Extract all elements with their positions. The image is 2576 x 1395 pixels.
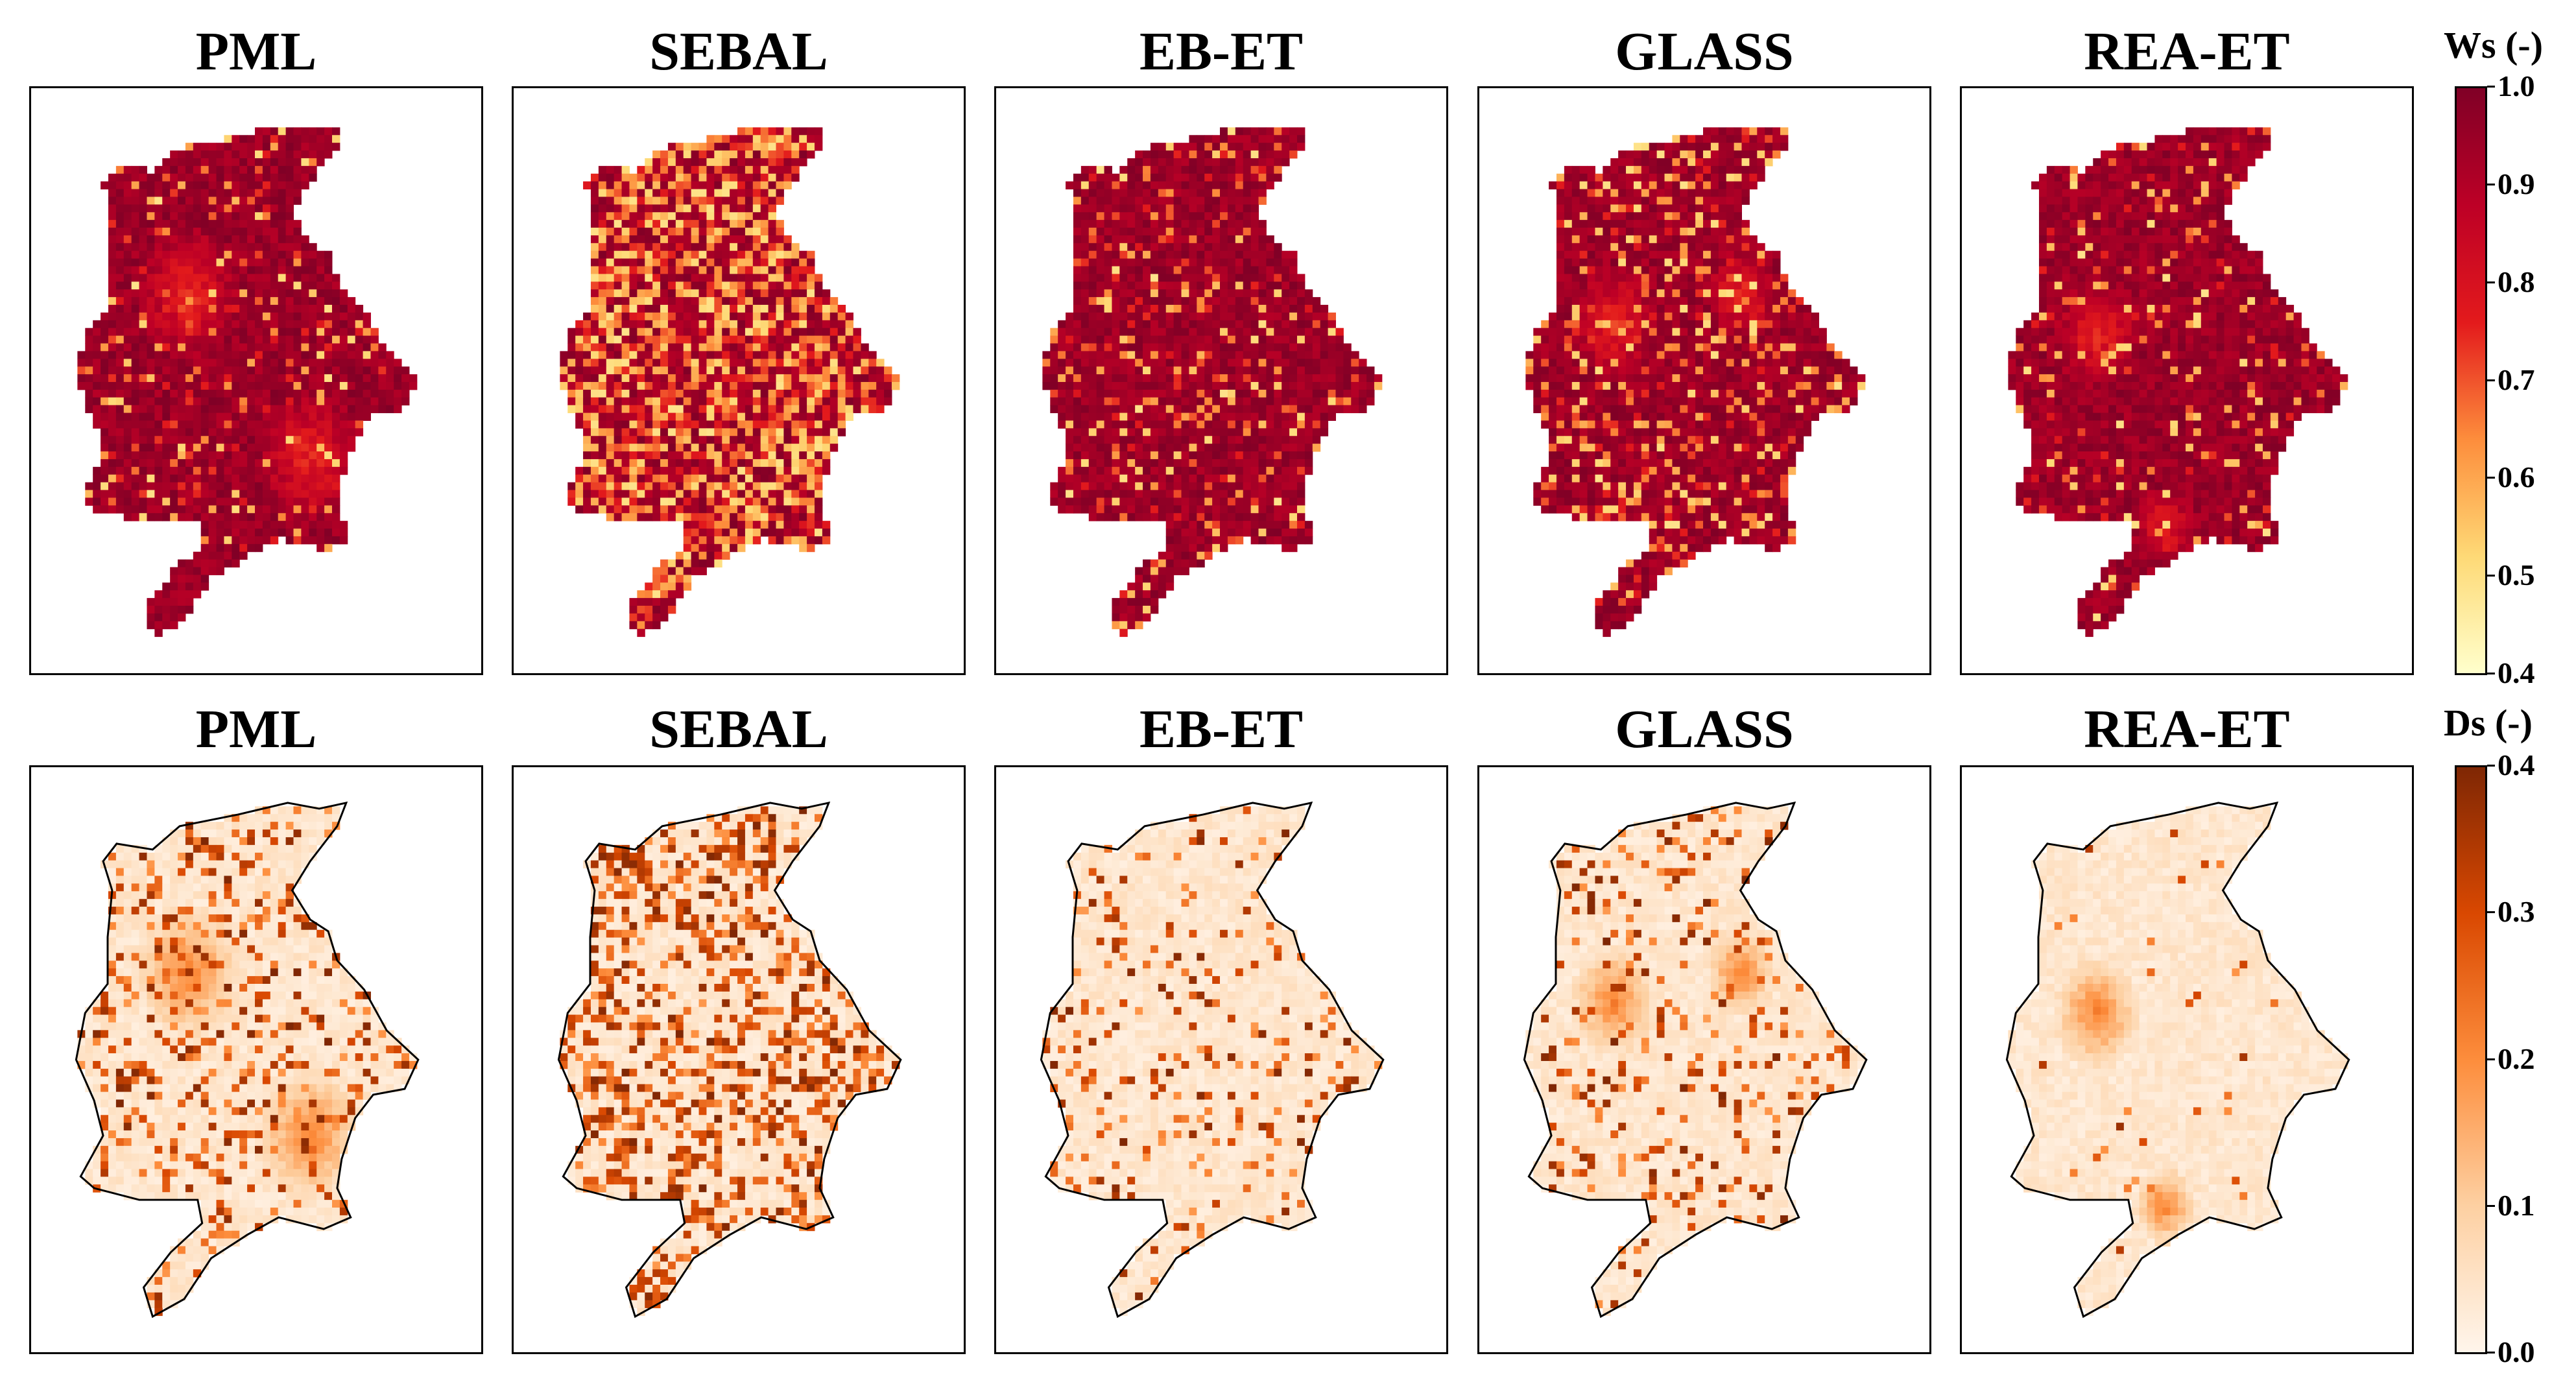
ds-glass-raster xyxy=(1523,801,1868,1318)
colorbar-label-ws: Ws (-) xyxy=(2444,24,2544,66)
raster-cells xyxy=(1525,806,1866,1317)
map-panel-ws-ebet xyxy=(994,86,1448,675)
ws-pml-raster xyxy=(77,127,418,638)
panel-title-ws-sebal: SEBAL xyxy=(649,21,828,82)
map-panel-ds-pml xyxy=(29,765,483,1354)
map-panel-ds-glass xyxy=(1477,765,1931,1354)
ws-reaet-raster xyxy=(2008,127,2348,638)
colorbar-tick-mark xyxy=(2487,1352,2495,1353)
colorbar-tick-mark xyxy=(2487,379,2495,381)
colorbar-tick-mark xyxy=(2487,575,2495,577)
ws-ebet-raster xyxy=(1042,127,1383,638)
panel-title-ws-reaet: REA-ET xyxy=(2084,21,2290,82)
colorbar-tick-label: 0.9 xyxy=(2498,167,2535,200)
colorbar-label-ds: Ds (-) xyxy=(2444,702,2533,744)
map-panel-ws-reaet xyxy=(1960,86,2414,675)
colorbar-tick-mark xyxy=(2487,183,2495,185)
panel-title-ds-glass: GLASS xyxy=(1615,699,1794,759)
ds-reaet-raster xyxy=(2005,801,2350,1318)
colorbar-tick-mark xyxy=(2487,1058,2495,1060)
panel-title-ws-pml: PML xyxy=(195,21,317,82)
panel-title-ws-ebet: EB-ET xyxy=(1139,21,1304,82)
colorbar-tick-mark xyxy=(2487,911,2495,914)
panel-title-ds-reaet: REA-ET xyxy=(2084,699,2290,759)
colorbar-tick-label: 0.6 xyxy=(2498,460,2535,494)
ws-glass-raster xyxy=(1525,127,1866,638)
basin-outline xyxy=(1523,801,1868,1318)
panel-title-ds-sebal: SEBAL xyxy=(649,699,828,759)
ds-ebet-raster xyxy=(1040,801,1385,1318)
ws-sebal-raster xyxy=(560,127,900,638)
raster-cells xyxy=(560,806,900,1317)
ds-pml-raster xyxy=(75,801,420,1318)
colorbar-tick-label: 1.0 xyxy=(2498,69,2535,102)
colorbar-tick-label: 0.3 xyxy=(2498,895,2535,929)
colorbar-tick-mark xyxy=(2487,673,2495,674)
basin-outline xyxy=(557,801,902,1318)
colorbar-ds xyxy=(2455,765,2487,1354)
colorbar-tick-label: 0.0 xyxy=(2498,1335,2535,1368)
panel-title-ws-glass: GLASS xyxy=(1615,21,1794,82)
colorbar-tick-mark xyxy=(2487,86,2495,88)
colorbar-tick-label: 0.7 xyxy=(2498,363,2535,396)
map-panel-ds-reaet xyxy=(1960,765,2414,1354)
colorbar-tick-label: 0.5 xyxy=(2498,558,2535,592)
map-panel-ws-pml xyxy=(29,86,483,675)
panel-title-ds-pml: PML xyxy=(195,699,317,759)
basin-outline xyxy=(2005,801,2350,1318)
panel-title-ds-ebet: EB-ET xyxy=(1139,699,1304,759)
colorbar-tick-mark xyxy=(2487,765,2495,767)
raster-cells xyxy=(2008,127,2348,638)
raster-cells xyxy=(1042,127,1383,638)
raster-cells xyxy=(77,127,418,638)
colorbar-tick-mark xyxy=(2487,477,2495,479)
colorbar-tick-label: 0.1 xyxy=(2498,1188,2535,1222)
raster-cells xyxy=(2008,806,2348,1317)
map-panel-ws-glass xyxy=(1477,86,1931,675)
raster-cells xyxy=(560,127,900,638)
map-panel-ws-sebal xyxy=(512,86,966,675)
basin-outline xyxy=(1040,801,1385,1318)
colorbar-tick-label: 0.4 xyxy=(2498,748,2535,781)
colorbar-ws xyxy=(2455,86,2487,675)
basin-outline xyxy=(75,801,420,1318)
colorbar-tick-label: 0.4 xyxy=(2498,656,2535,689)
colorbar-tick-mark xyxy=(2487,281,2495,283)
map-panel-ds-ebet xyxy=(994,765,1448,1354)
colorbar-tick-label: 0.8 xyxy=(2498,265,2535,298)
colorbar-tick-mark xyxy=(2487,1204,2495,1207)
raster-cells xyxy=(77,806,418,1317)
map-panel-ds-sebal xyxy=(512,765,966,1354)
colorbar-tick-label: 0.2 xyxy=(2498,1042,2535,1075)
ds-sebal-raster xyxy=(557,801,902,1318)
raster-cells xyxy=(1525,127,1866,638)
raster-cells xyxy=(1042,806,1383,1317)
